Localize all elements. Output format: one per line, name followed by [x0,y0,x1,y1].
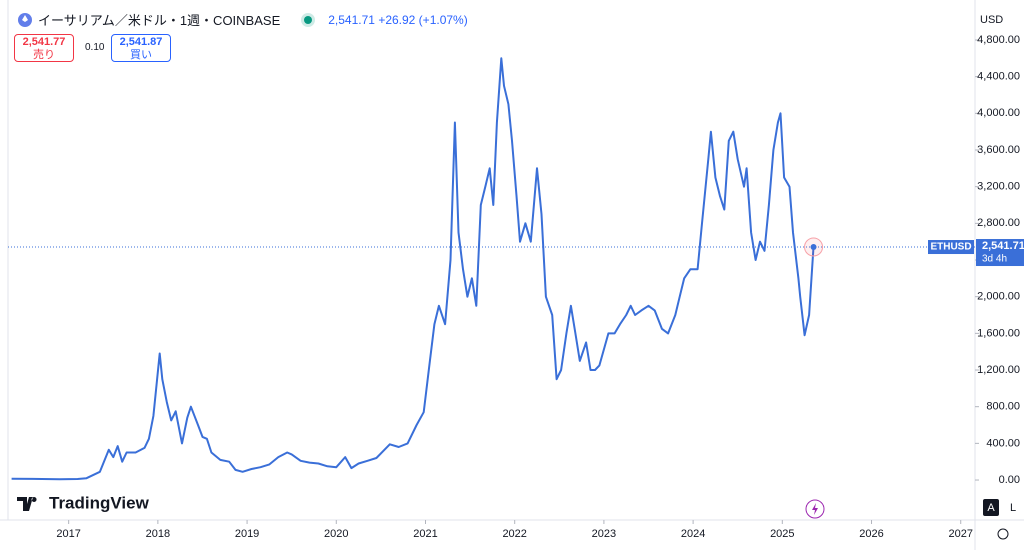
header: イーサリアム／米ドル・1週・COINBASE 2,541.71 +26.92 (… [18,10,468,29]
x-tick-label: 2017 [56,528,80,540]
y-tick-label: 4,800.00 [977,34,1020,46]
currency[interactable]: USD [980,14,1004,26]
event-icon-bolt [812,503,818,515]
y-tick-label: 2,000.00 [977,291,1020,303]
price-tag-label: 2,541.71 [982,240,1024,252]
y-tick-label: 1,200.00 [977,364,1020,376]
x-tick-label: 2025 [770,528,794,540]
buy-price: 2,541.87 [119,36,163,48]
x-tick-label: 2027 [948,528,972,540]
price-tag [976,239,1024,267]
x-tick-label: 2019 [235,528,259,540]
last-point [810,244,817,251]
eth-icon [18,12,32,27]
logo-text: TradingView [49,493,150,512]
price-change: +26.92 (+1.07%) [378,12,468,27]
sell-label: 売り [33,49,55,61]
spread: 0.10 [85,42,105,53]
x-tick-label: 2020 [324,528,348,540]
y-tick-label: 3,200.00 [977,181,1020,193]
x-tick-label: 2018 [146,528,170,540]
x-tick-label: 2026 [859,528,883,540]
y-tick-label: 800.00 [986,401,1020,413]
x-tick-label: 2021 [413,528,437,540]
last-price: 2,541.71 [328,12,375,27]
symbol-title[interactable]: イーサリアム／米ドル・1週・COINBASE [38,13,281,28]
logo-icon [17,497,37,511]
x-tick-label: 2022 [502,528,526,540]
log-button-label[interactable]: L [1010,502,1016,514]
sell-button[interactable]: 2,541.77 売り [14,34,74,62]
symbol-tag-label: ETHUSD [930,242,971,253]
logo: TradingView [17,493,150,512]
auto-button-label: A [987,502,995,514]
y-tick-label: 1,600.00 [977,327,1020,339]
sell-price: 2,541.77 [22,36,66,48]
symbol-tag [928,240,974,255]
buy-button[interactable]: 2,541.87 買い [111,34,171,62]
auto-button[interactable] [983,499,999,516]
y-tick-label: 400.00 [986,437,1020,449]
y-tick-label: 3,600.00 [977,144,1020,156]
y-tick-label: 4,400.00 [977,71,1020,83]
market-status [301,12,316,27]
y-tick-label: 4,000.00 [977,107,1020,119]
y-tick-label: 2,800.00 [977,217,1020,229]
x-tick-label: 2023 [592,528,616,540]
buy-label: 買い [130,49,152,61]
countdown: 3d 4h [982,254,1007,265]
price-line-series [11,57,815,481]
y-tick-label: 0.00 [999,474,1020,486]
settings-icon[interactable] [997,528,1009,540]
x-tick-label: 2024 [681,528,705,540]
